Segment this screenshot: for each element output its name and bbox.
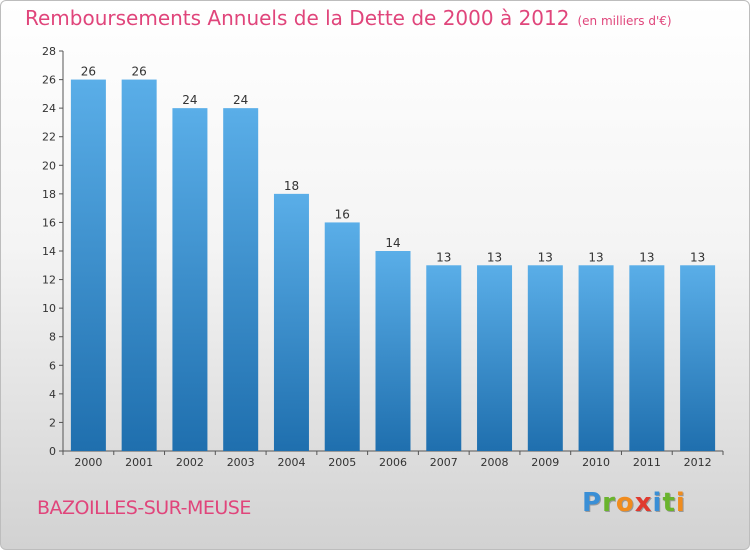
logo-letter: i xyxy=(675,488,686,518)
logo-letter: i xyxy=(652,488,663,518)
chart-title: Remboursements Annuels de la Dette de 20… xyxy=(25,6,672,30)
y-tick-label: 20 xyxy=(42,159,56,172)
y-tick-label: 4 xyxy=(49,388,56,401)
y-tick-label: 14 xyxy=(42,245,56,258)
bar xyxy=(629,265,665,451)
data-label: 13 xyxy=(436,250,451,264)
data-label: 18 xyxy=(284,179,299,193)
y-tick-label: 0 xyxy=(49,445,56,458)
data-label: 13 xyxy=(639,250,654,264)
y-tick-label: 2 xyxy=(49,416,56,429)
y-tick-label: 26 xyxy=(42,74,56,87)
y-tick-label: 22 xyxy=(42,131,56,144)
commune-name: BAZOILLES-SUR-MEUSE xyxy=(37,497,251,519)
data-label: 13 xyxy=(588,250,603,264)
y-tick-label: 8 xyxy=(49,331,56,344)
logo-letter: r xyxy=(602,488,616,518)
x-tick-label: 2011 xyxy=(633,456,661,469)
data-labels: 26 26 24 24 18 16 14 13 13 13 13 13 13 xyxy=(81,65,706,265)
bar xyxy=(527,265,563,451)
bar xyxy=(426,265,462,451)
x-tick-label: 2005 xyxy=(328,456,356,469)
x-tick-label: 2010 xyxy=(582,456,610,469)
title-text: Remboursements Annuels de la Dette de 20… xyxy=(25,6,570,30)
y-tick-label: 12 xyxy=(42,274,56,287)
logo-letter: x xyxy=(634,488,653,518)
x-tick-label: 2007 xyxy=(430,456,458,469)
bar xyxy=(70,79,106,452)
data-label: 26 xyxy=(81,65,96,79)
bar xyxy=(680,265,716,451)
y-tick-label: 10 xyxy=(42,302,56,315)
data-label: 26 xyxy=(132,65,147,79)
y-tick-label: 16 xyxy=(42,216,56,229)
logo-letter: o xyxy=(615,488,635,518)
logo-letter: t xyxy=(662,488,676,518)
bar xyxy=(121,79,157,452)
data-label: 24 xyxy=(233,93,248,107)
data-label: 16 xyxy=(335,207,350,221)
data-label: 14 xyxy=(385,236,400,250)
x-tick-label: 2008 xyxy=(481,456,509,469)
bar xyxy=(223,108,259,452)
y-tick-label: 18 xyxy=(42,188,56,201)
data-label: 13 xyxy=(538,250,553,264)
x-tick-label: 2004 xyxy=(277,456,305,469)
bars xyxy=(70,79,716,452)
x-tick-label: 2006 xyxy=(379,456,407,469)
data-label: 13 xyxy=(690,250,705,264)
x-tick-label: 2009 xyxy=(531,456,559,469)
data-label: 24 xyxy=(182,93,197,107)
x-tick-label: 2000 xyxy=(74,456,102,469)
x-tick-label: 2001 xyxy=(125,456,153,469)
bar xyxy=(324,222,360,451)
bar xyxy=(375,251,411,451)
unit-note: (en milliers d'€) xyxy=(577,14,672,28)
bar xyxy=(477,265,513,451)
data-label: 13 xyxy=(487,250,502,264)
bar xyxy=(273,193,309,451)
x-tick-label: 2012 xyxy=(684,456,712,469)
logo-letter: P xyxy=(582,488,603,518)
bar xyxy=(578,265,614,451)
bar xyxy=(172,108,208,452)
y-tick-label: 28 xyxy=(42,45,56,58)
y-tick-label: 24 xyxy=(42,102,56,115)
y-tick-label: 6 xyxy=(49,359,56,372)
x-tick-label: 2002 xyxy=(176,456,204,469)
proxiti-logo[interactable]: Proxiti xyxy=(582,488,686,518)
x-tick-label: 2003 xyxy=(227,456,255,469)
